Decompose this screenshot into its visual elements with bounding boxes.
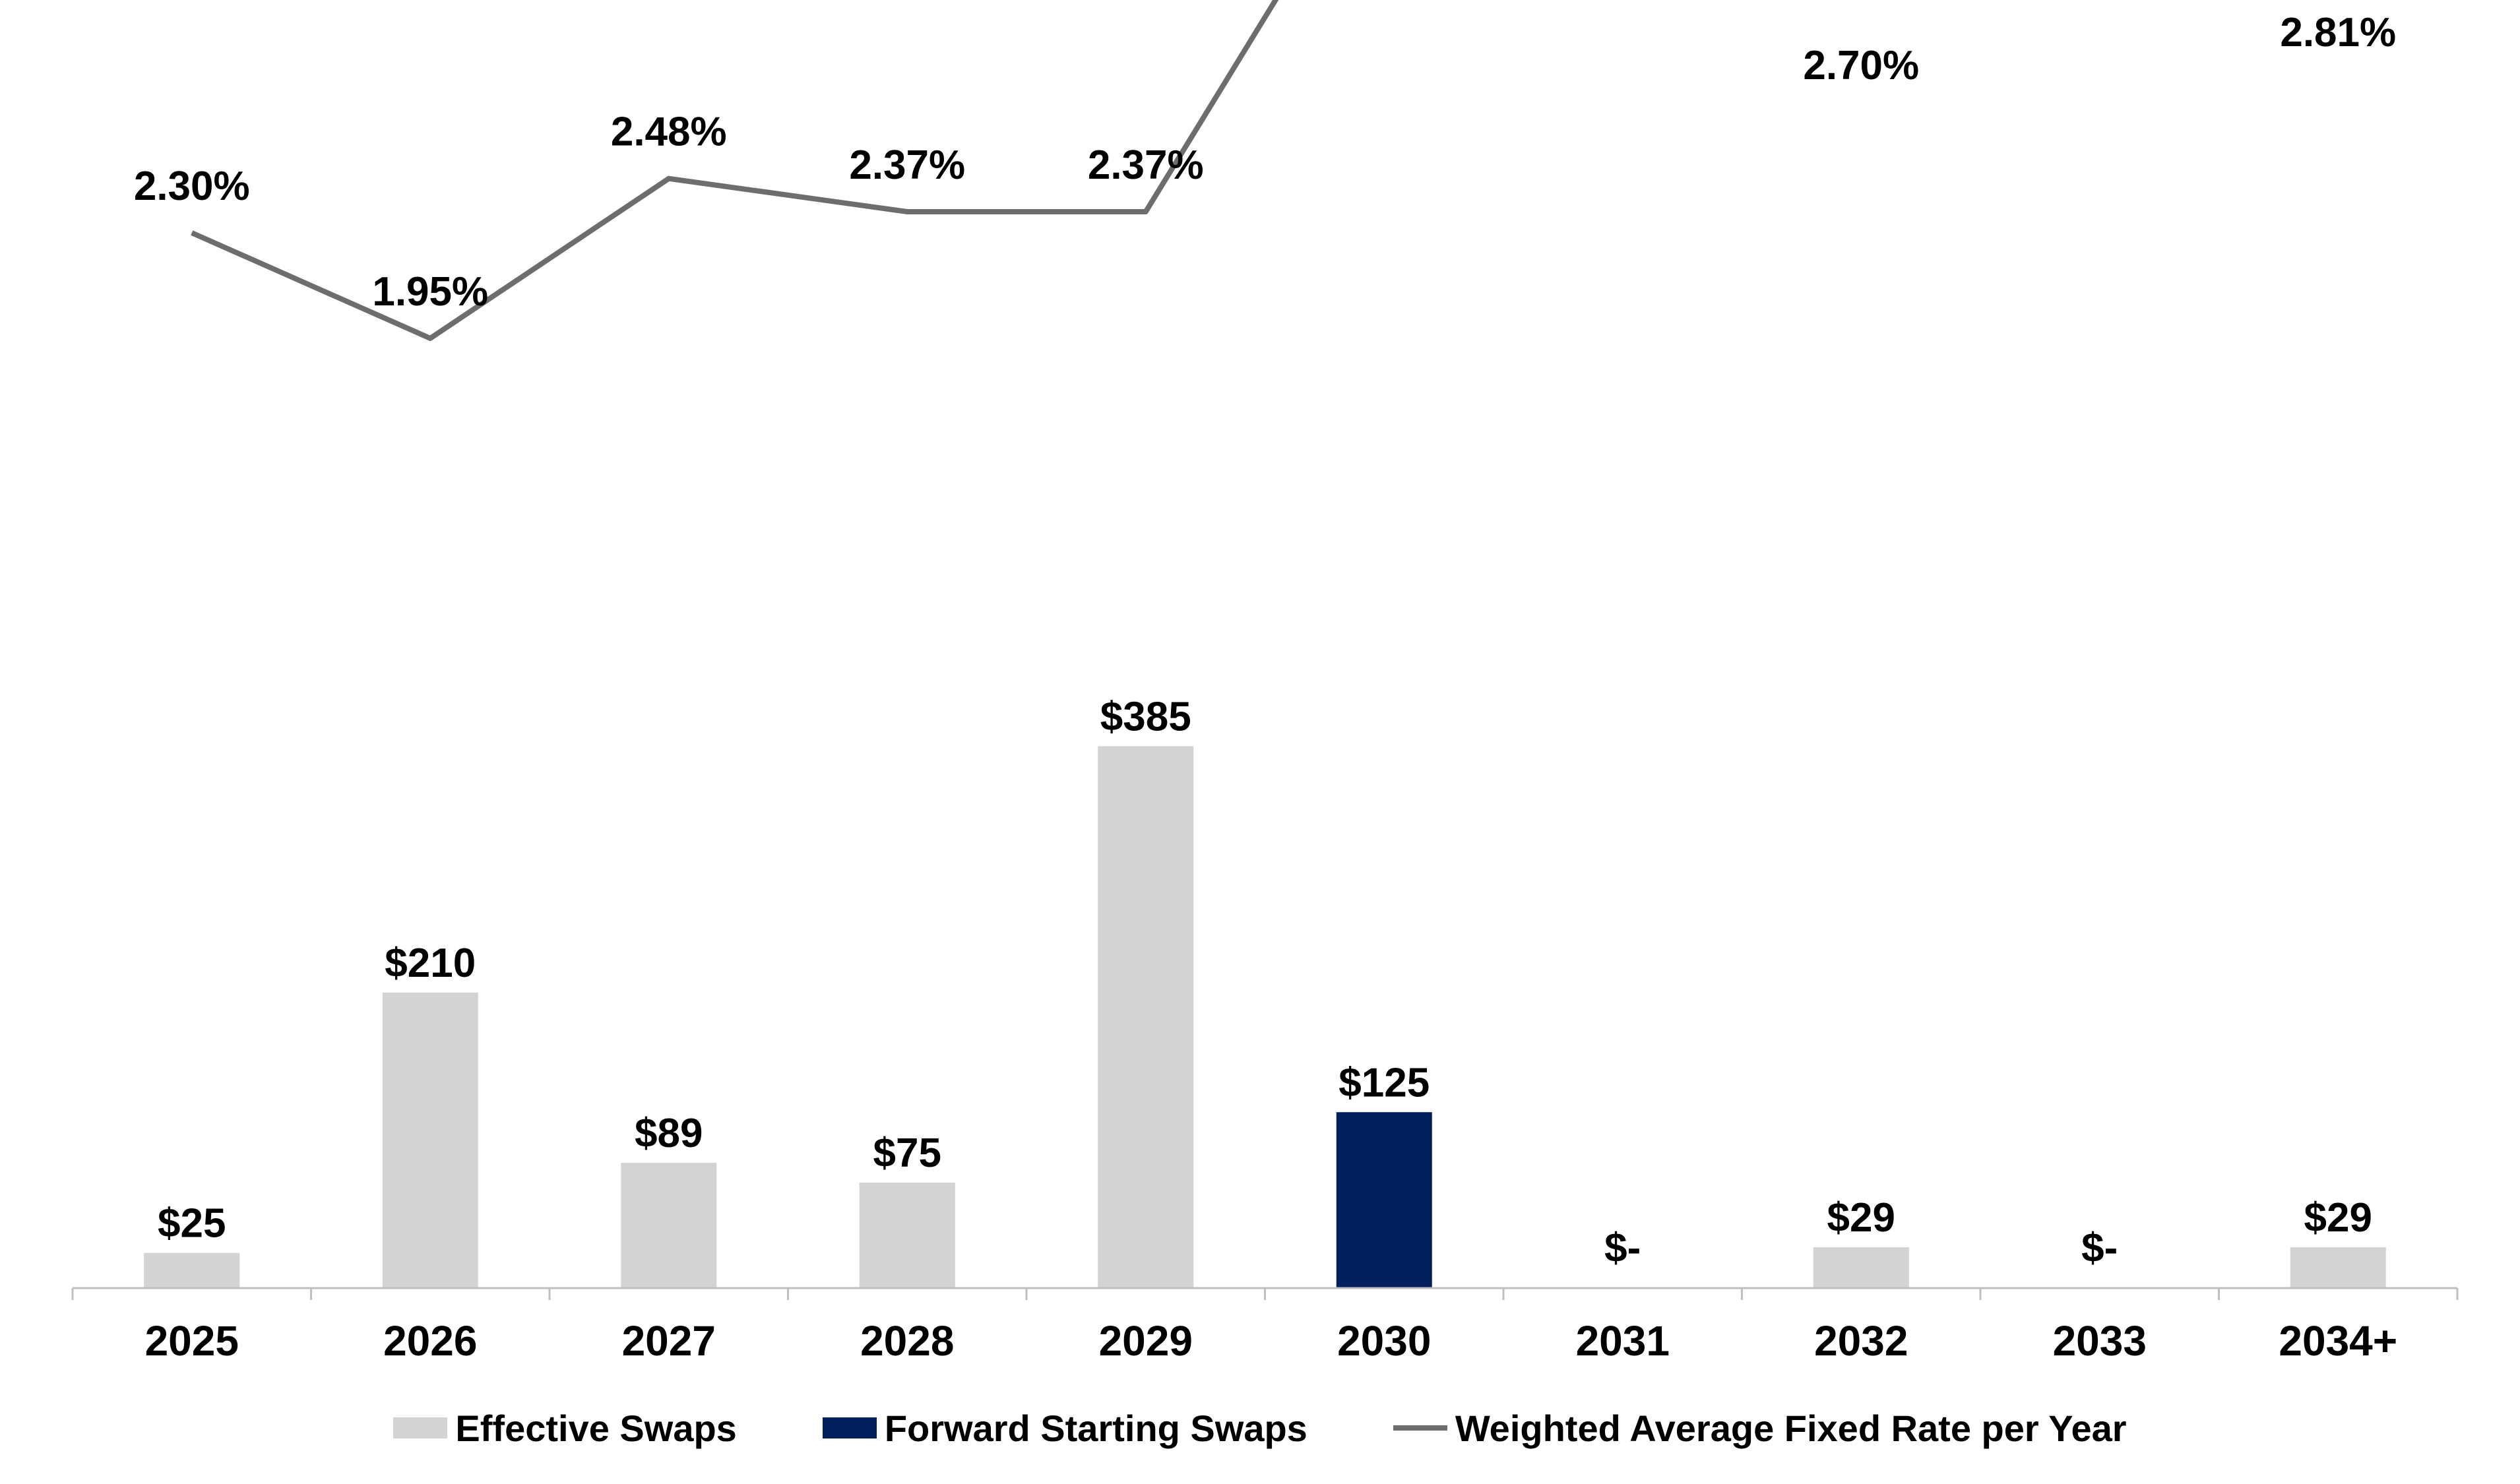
x-tick-label-2033: 2033 (2053, 1317, 2147, 1365)
x-tick-label-2032: 2032 (1814, 1317, 1908, 1365)
rate-line (191, 0, 1279, 341)
rate-label-2028: 2.37% (849, 142, 965, 188)
bar-label-2028: $75 (873, 1130, 941, 1176)
bar-label-2027: $89 (635, 1111, 703, 1156)
bar-label-2030: $125 (1339, 1060, 1430, 1105)
bar-label-2029: $385 (1100, 694, 1191, 739)
legend-swatch-effective (393, 1417, 448, 1438)
rate-label-2032: 2.70% (1803, 43, 1919, 88)
legend-label-effective: Effective Swaps (455, 1407, 737, 1449)
bar-label-2026: $210 (385, 941, 476, 986)
legend-item-forward: Forward Starting Swaps (822, 1407, 1307, 1450)
bars-layer (144, 746, 2386, 1288)
x-tick-label-2027: 2027 (622, 1317, 716, 1365)
bar-labels-layer: $25 $210 $89 $75 $385 $125 $- $29 $- $29 (158, 694, 2372, 1271)
bar-label-2032: $29 (1827, 1195, 1895, 1241)
bar-forward-2030 (1336, 1112, 1432, 1288)
bar-label-2031: $- (1604, 1225, 1641, 1271)
x-tick-label-2034+: 2034+ (2279, 1317, 2397, 1365)
legend: Effective Swaps Forward Starting Swaps W… (0, 1398, 2520, 1458)
x-tick-label-2030: 2030 (1337, 1317, 1431, 1365)
bar-label-2025: $25 (158, 1201, 226, 1247)
rate-label-2025: 2.30% (134, 164, 250, 209)
bar-label-2034+: $29 (2304, 1195, 2372, 1241)
bar-effective-2027 (621, 1163, 717, 1288)
rate-line-layer (191, 0, 1279, 341)
x-tick-label-2029: 2029 (1099, 1317, 1193, 1365)
legend-label-forward: Forward Starting Swaps (884, 1407, 1307, 1449)
rate-labels-layer: 2.30%1.95%2.48%2.37%2.37%3.66%2.70%2.81% (134, 10, 2396, 315)
bar-effective-2025 (144, 1252, 240, 1288)
bar-effective-2034+ (2290, 1247, 2386, 1288)
legend-item-effective: Effective Swaps (393, 1407, 737, 1450)
legend-item-rate: Weighted Average Fixed Rate per Year (1393, 1407, 2127, 1450)
legend-label-rate: Weighted Average Fixed Rate per Year (1455, 1407, 2127, 1449)
bar-effective-2026 (382, 992, 478, 1288)
bar-effective-2029 (1098, 746, 1194, 1288)
x-tick-label-2031: 2031 (1576, 1317, 1670, 1365)
x-axis: 2025 2026 2027 2028 2029 2030 2031 2032 2033 2034… (71, 1287, 2459, 1365)
bar-label-2033: $- (2081, 1225, 2118, 1271)
legend-swatch-forward (822, 1417, 877, 1438)
rate-label-2026: 1.95% (372, 269, 488, 315)
x-tick-label-2025: 2025 (145, 1317, 239, 1365)
bar-effective-2032 (1813, 1247, 1909, 1288)
rate-label-2034+: 2.81% (2280, 10, 2396, 55)
rate-label-2029: 2.37% (1088, 142, 1204, 188)
x-tick-label-2028: 2028 (860, 1317, 954, 1365)
legend-swatch-rate (1393, 1425, 1447, 1431)
rate-label-2027: 2.48% (611, 109, 727, 155)
x-tick-label-2026: 2026 (383, 1317, 477, 1365)
bar-effective-2028 (859, 1182, 955, 1288)
